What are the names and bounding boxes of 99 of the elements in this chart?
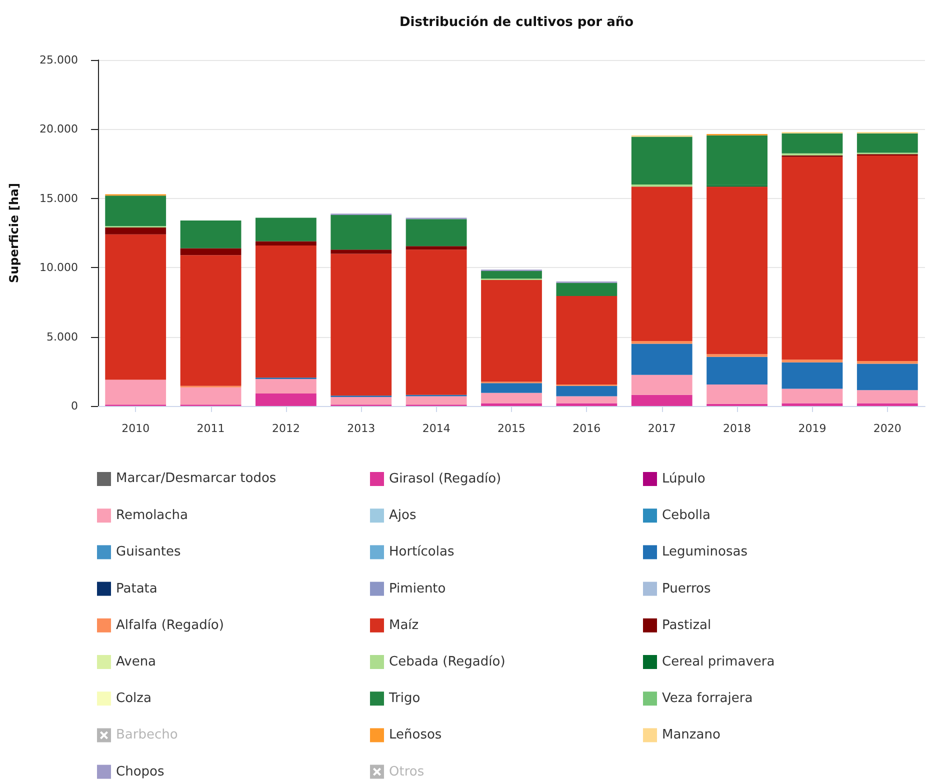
- y-tick-label: 25.000: [40, 54, 78, 66]
- x-tick-label: 2015: [498, 422, 526, 435]
- y-tick-label: 10.000: [40, 261, 78, 274]
- legend-label: Trigo: [388, 691, 420, 706]
- bar: [481, 280, 542, 382]
- legend-label: Leñosos: [389, 728, 442, 743]
- bar: [481, 271, 542, 279]
- bar: [556, 386, 618, 396]
- bar: [330, 250, 392, 254]
- x-tick-label: 2014: [422, 422, 450, 435]
- y-tick-label: 15.000: [40, 192, 78, 205]
- bar: [556, 296, 618, 385]
- bar: [782, 360, 843, 362]
- bar: [330, 254, 392, 396]
- legend-label: Puerros: [662, 581, 711, 596]
- bar: [406, 250, 467, 395]
- select-all-toggle: Marcar/Desmarcar todos: [97, 472, 276, 486]
- bar: [406, 396, 467, 405]
- bar: [256, 218, 316, 242]
- bar: [782, 362, 843, 389]
- bar: [556, 403, 618, 406]
- legend-label: Ajos: [389, 508, 416, 524]
- y-tick-label: 20.000: [40, 122, 78, 136]
- bar: [631, 394, 692, 406]
- legend-label: Alfalfa (Regadío): [116, 618, 224, 633]
- bar: [706, 135, 768, 186]
- legend-label: Maíz: [389, 618, 419, 633]
- bar: [856, 133, 918, 153]
- y-axis-title: Superficie [ha]: [7, 183, 21, 283]
- bar: [406, 219, 467, 246]
- bar: [105, 380, 166, 405]
- legend-label: Avena: [116, 654, 156, 670]
- bar: [180, 220, 242, 248]
- x-tick-label: 2013: [347, 422, 376, 435]
- legend-label: Veza forrajera: [662, 691, 753, 706]
- bar: [481, 383, 542, 393]
- bar: [256, 241, 316, 246]
- bar: [330, 215, 392, 250]
- legend-label: Patata: [116, 581, 158, 596]
- legend-label: Girasol (Regadío): [389, 472, 502, 486]
- legend-label: Guisantes: [116, 544, 181, 560]
- x-tick-label: 2018: [723, 422, 752, 435]
- legend-label: Barbecho: [116, 728, 178, 743]
- bar: [631, 374, 692, 395]
- legend-label: Lúpulo: [662, 472, 706, 486]
- bar: [256, 379, 316, 394]
- bar: [706, 354, 768, 357]
- legend-label: Pimiento: [389, 581, 446, 596]
- legend-label: Otros: [389, 764, 424, 780]
- bar: [481, 392, 542, 404]
- bar: [856, 390, 918, 404]
- bar: [180, 248, 242, 256]
- y-tick-label: 0: [71, 400, 78, 412]
- legend-label: Cebada (Regadío): [389, 654, 506, 670]
- bar: [406, 246, 467, 250]
- bar: [706, 186, 768, 354]
- bar: [256, 394, 316, 406]
- bar: [556, 396, 618, 404]
- chart-title: Distribución de cultivos por año: [399, 15, 634, 30]
- legend-label: Pastizal: [662, 618, 712, 633]
- bar: [330, 397, 392, 405]
- legend-label: Colza: [116, 691, 152, 706]
- bar: [631, 340, 692, 344]
- x-tick-label: 2017: [648, 422, 676, 435]
- bar: [706, 384, 768, 404]
- bar: [856, 361, 918, 364]
- legend-label: Leguminosas: [662, 544, 748, 560]
- x-tick-label: 2019: [798, 422, 826, 435]
- bar: [782, 133, 843, 154]
- legend-label: Chopos: [116, 764, 164, 780]
- bar: [782, 156, 843, 360]
- legend-label: Hortícolas: [389, 544, 454, 560]
- legend-label: Cebolla: [662, 508, 710, 524]
- y-tick-label: 5.000: [46, 330, 78, 344]
- bar: [180, 387, 242, 405]
- bar: [782, 403, 843, 406]
- x-tick-label: 2011: [196, 422, 225, 435]
- bar: [782, 388, 843, 404]
- bar: [856, 403, 918, 406]
- bar: [105, 227, 166, 234]
- x-tick-label: 2020: [873, 422, 902, 435]
- bar: [256, 245, 316, 378]
- x-tick-label: 2016: [572, 422, 601, 435]
- x-tick-label: 2010: [122, 422, 150, 435]
- bar: [105, 196, 166, 226]
- bar: [481, 403, 542, 406]
- bar: [180, 255, 242, 386]
- legend-label: Manzano: [662, 728, 720, 743]
- legend-label: Cereal primavera: [662, 654, 775, 670]
- bar: [631, 186, 692, 341]
- bar: [105, 234, 166, 380]
- bar: [631, 344, 692, 375]
- bar: [856, 155, 918, 362]
- bar: [706, 356, 768, 385]
- bar: [856, 364, 918, 390]
- x-tick-label: 2012: [272, 422, 300, 435]
- bar: [631, 136, 692, 185]
- bar: [556, 282, 618, 296]
- legend-label: Remolacha: [116, 508, 188, 524]
